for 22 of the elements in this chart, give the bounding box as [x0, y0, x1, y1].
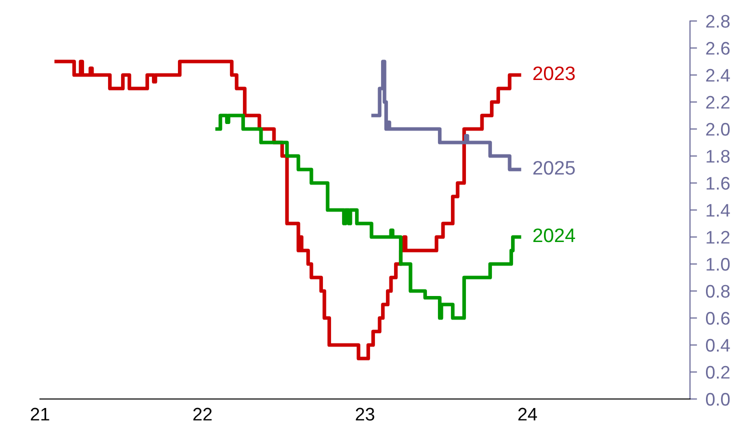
series-label: 2023: [533, 66, 575, 80]
y-tick-label: 0.4: [706, 338, 730, 352]
x-tick-label: 23: [356, 408, 374, 421]
y-tick-label: 2.2: [706, 96, 730, 109]
series-label: 2024: [533, 228, 576, 242]
y-tick-label: 1.4: [706, 204, 730, 217]
y-tick-label: 1.8: [706, 150, 730, 163]
y-tick-label: 1.6: [706, 176, 730, 190]
y-tick-label: 2.0: [706, 122, 730, 136]
y-tick-label: 0.0: [706, 392, 730, 406]
y-tick-label: 2.6: [706, 42, 730, 55]
y-tick-label: 1.2: [706, 230, 730, 244]
y-tick-label: 0.2: [706, 366, 730, 379]
x-tick-label: 21: [30, 408, 50, 420]
y-tick-label: 2.4: [706, 68, 730, 82]
x-tick-label: 24: [518, 408, 538, 420]
y-tick-label: 0.6: [706, 312, 730, 325]
series-label: 2025: [533, 160, 575, 175]
y-tick-label: 2.8: [706, 14, 730, 28]
y-tick-label: 1.0: [706, 258, 730, 271]
y-tick-label: 0.8: [706, 284, 730, 298]
x-tick-label: 22: [193, 408, 212, 420]
